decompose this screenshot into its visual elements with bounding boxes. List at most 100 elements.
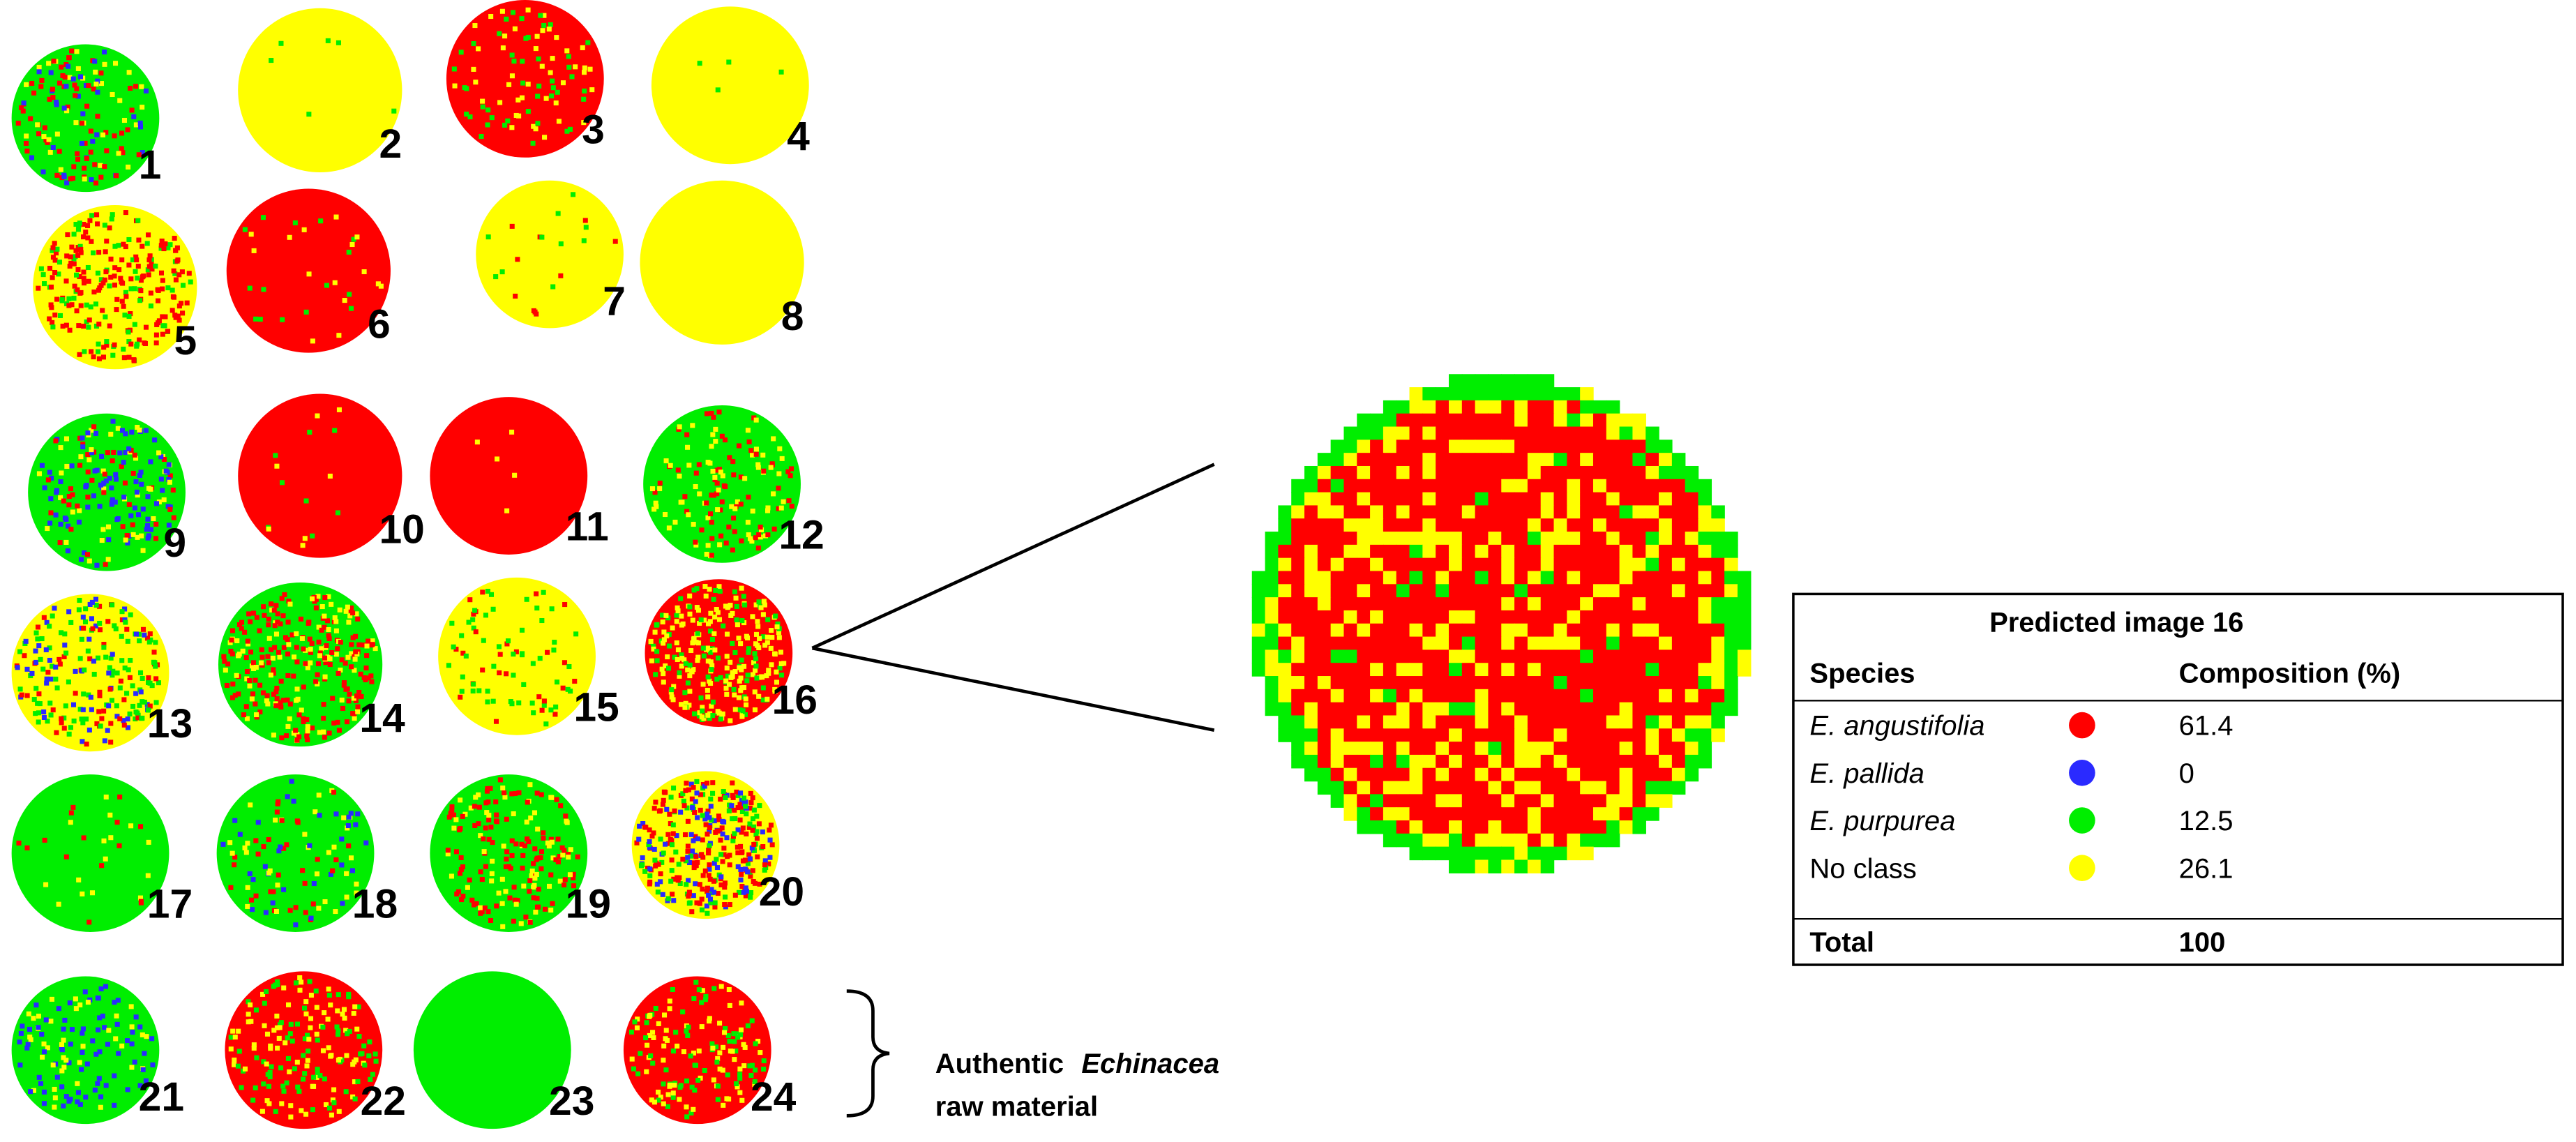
pixel — [140, 1032, 145, 1037]
pixel — [1592, 413, 1607, 428]
pixel — [1645, 794, 1659, 808]
pixel — [153, 536, 159, 541]
pixel — [466, 619, 472, 625]
pixel — [59, 720, 64, 726]
pixel — [1448, 413, 1463, 428]
pixel — [747, 1063, 753, 1069]
pixel — [1514, 374, 1528, 388]
pixel — [321, 702, 326, 707]
pixel — [73, 248, 79, 253]
pixel — [116, 243, 121, 248]
pixel — [539, 617, 545, 624]
pixel — [519, 95, 525, 100]
pixel — [532, 810, 537, 816]
pixel — [166, 476, 172, 483]
pixel — [126, 354, 132, 360]
pixel — [1488, 846, 1502, 861]
pixel — [89, 177, 94, 183]
pixel — [1422, 623, 1436, 638]
pixel — [1422, 807, 1436, 821]
pixel — [777, 666, 783, 671]
pixel — [1409, 676, 1424, 690]
pixel — [349, 664, 354, 670]
pixel — [29, 670, 35, 676]
pixel — [1291, 571, 1305, 585]
pixel — [750, 452, 755, 458]
pixel — [47, 645, 52, 651]
pixel — [1606, 676, 1620, 690]
pixel — [707, 1019, 712, 1024]
pixel — [460, 650, 466, 656]
pixel — [502, 795, 508, 800]
pixel — [98, 277, 104, 283]
pixel — [1514, 663, 1528, 677]
pixel — [82, 349, 87, 354]
pixel — [301, 716, 306, 721]
pixel — [528, 815, 534, 821]
pixel — [349, 241, 355, 248]
pixel — [555, 211, 561, 216]
pixel — [1409, 413, 1424, 428]
pixel — [1619, 767, 1634, 782]
pixel — [1671, 584, 1686, 598]
pixel — [153, 676, 159, 682]
pixel — [94, 562, 100, 568]
pixel — [137, 638, 142, 644]
pixel — [1724, 557, 1738, 572]
pixel — [1370, 505, 1384, 519]
pixel — [327, 656, 333, 661]
pixel — [764, 508, 771, 513]
pixel — [542, 906, 548, 912]
pixel — [165, 504, 171, 509]
pixel — [1698, 702, 1712, 716]
pixel — [296, 712, 302, 718]
sample-image — [11, 774, 170, 932]
pixel — [463, 653, 469, 659]
pixel — [1317, 715, 1332, 729]
pixel — [741, 1042, 746, 1047]
pixel — [310, 1083, 315, 1089]
pixel — [1448, 754, 1463, 769]
pixel — [313, 679, 319, 684]
pixel — [562, 877, 568, 882]
pixel — [1724, 676, 1738, 690]
pixel — [161, 456, 167, 463]
pixel — [1592, 505, 1607, 519]
sample-image — [446, 0, 604, 158]
pixel — [342, 1015, 347, 1021]
pixel — [1357, 794, 1371, 808]
pixel — [64, 180, 70, 186]
pixel — [1475, 505, 1489, 519]
pixel — [711, 986, 717, 991]
pixel — [100, 1013, 105, 1019]
pixel — [704, 551, 709, 557]
pixel — [665, 1104, 670, 1109]
pixel — [697, 491, 702, 497]
pixel — [48, 676, 54, 682]
pixel — [702, 584, 708, 589]
pixel — [482, 905, 488, 911]
pixel — [1724, 544, 1738, 559]
pixel — [1671, 742, 1686, 756]
pixel — [275, 1045, 280, 1051]
pixel — [1330, 728, 1345, 742]
pixel — [176, 317, 182, 323]
pixel — [499, 8, 505, 14]
pixel — [1592, 794, 1607, 808]
pixel — [555, 89, 560, 95]
pixel — [125, 127, 130, 133]
pixel — [146, 839, 151, 845]
pixel — [112, 283, 118, 288]
pixel — [476, 792, 481, 797]
pixel — [499, 876, 505, 882]
pixel — [227, 640, 233, 645]
image-label: 8 — [781, 294, 804, 339]
pixel — [370, 1072, 375, 1077]
pixel — [131, 114, 137, 119]
pixel — [490, 698, 496, 704]
pixel — [77, 1002, 83, 1008]
pixel — [69, 463, 75, 469]
pixel — [36, 285, 41, 291]
pixel — [121, 697, 127, 703]
